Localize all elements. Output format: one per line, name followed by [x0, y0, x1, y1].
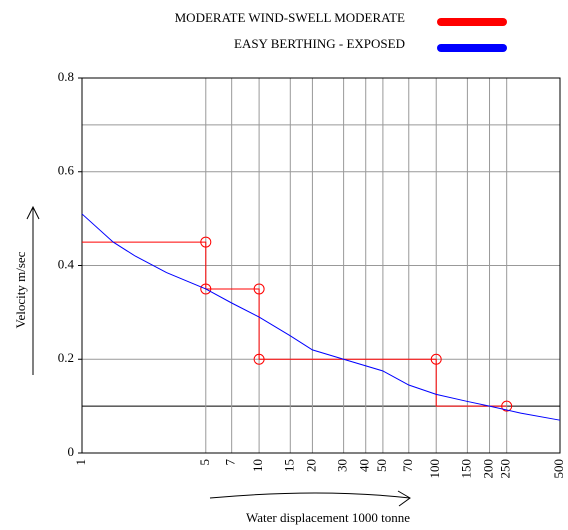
x-tick-label: 200 [481, 459, 496, 479]
x-tick-label: 20 [303, 459, 318, 472]
x-arrow-head [397, 490, 411, 507]
series-line [82, 241, 507, 407]
x-tick-label: 7 [223, 459, 238, 466]
x-tick-label: 10 [250, 459, 265, 472]
legend-label: MODERATE WIND-SWELL MODERATE [175, 10, 405, 25]
x-tick-label: 40 [357, 459, 372, 472]
x-tick-label: 150 [458, 459, 473, 479]
series-line [81, 213, 561, 421]
x-tick-label: 15 [281, 459, 296, 472]
y-axis-label: Velocity m/sec [13, 251, 28, 328]
y-tick-label: 0 [68, 444, 75, 459]
x-tick-label: 250 [498, 459, 513, 479]
y-tick-label: 0.2 [58, 350, 74, 365]
y-tick-label: 0.6 [58, 163, 75, 178]
y-arrow-head [26, 205, 40, 220]
marker [501, 400, 513, 412]
y-tick-label: 0.8 [58, 69, 74, 84]
x-tick-label: 30 [335, 459, 350, 472]
legend-label: EASY BERTHING - EXPOSED [234, 36, 405, 51]
x-axis-label: Water displacement 1000 tonne [246, 510, 410, 525]
plot-frame [81, 77, 561, 454]
x-tick-label: 5 [197, 459, 212, 466]
x-tick-label: 50 [374, 459, 389, 472]
marker [200, 236, 212, 248]
marker [253, 353, 265, 365]
x-tick-label: 500 [551, 459, 566, 479]
marker [200, 283, 212, 295]
x-tick-label: 70 [400, 459, 415, 472]
x-tick-label: 1 [73, 459, 88, 466]
y-tick-label: 0.4 [58, 256, 75, 271]
x-arrow [209, 492, 411, 499]
marker [253, 283, 265, 295]
marker [430, 353, 442, 365]
x-tick-label: 100 [427, 459, 442, 479]
